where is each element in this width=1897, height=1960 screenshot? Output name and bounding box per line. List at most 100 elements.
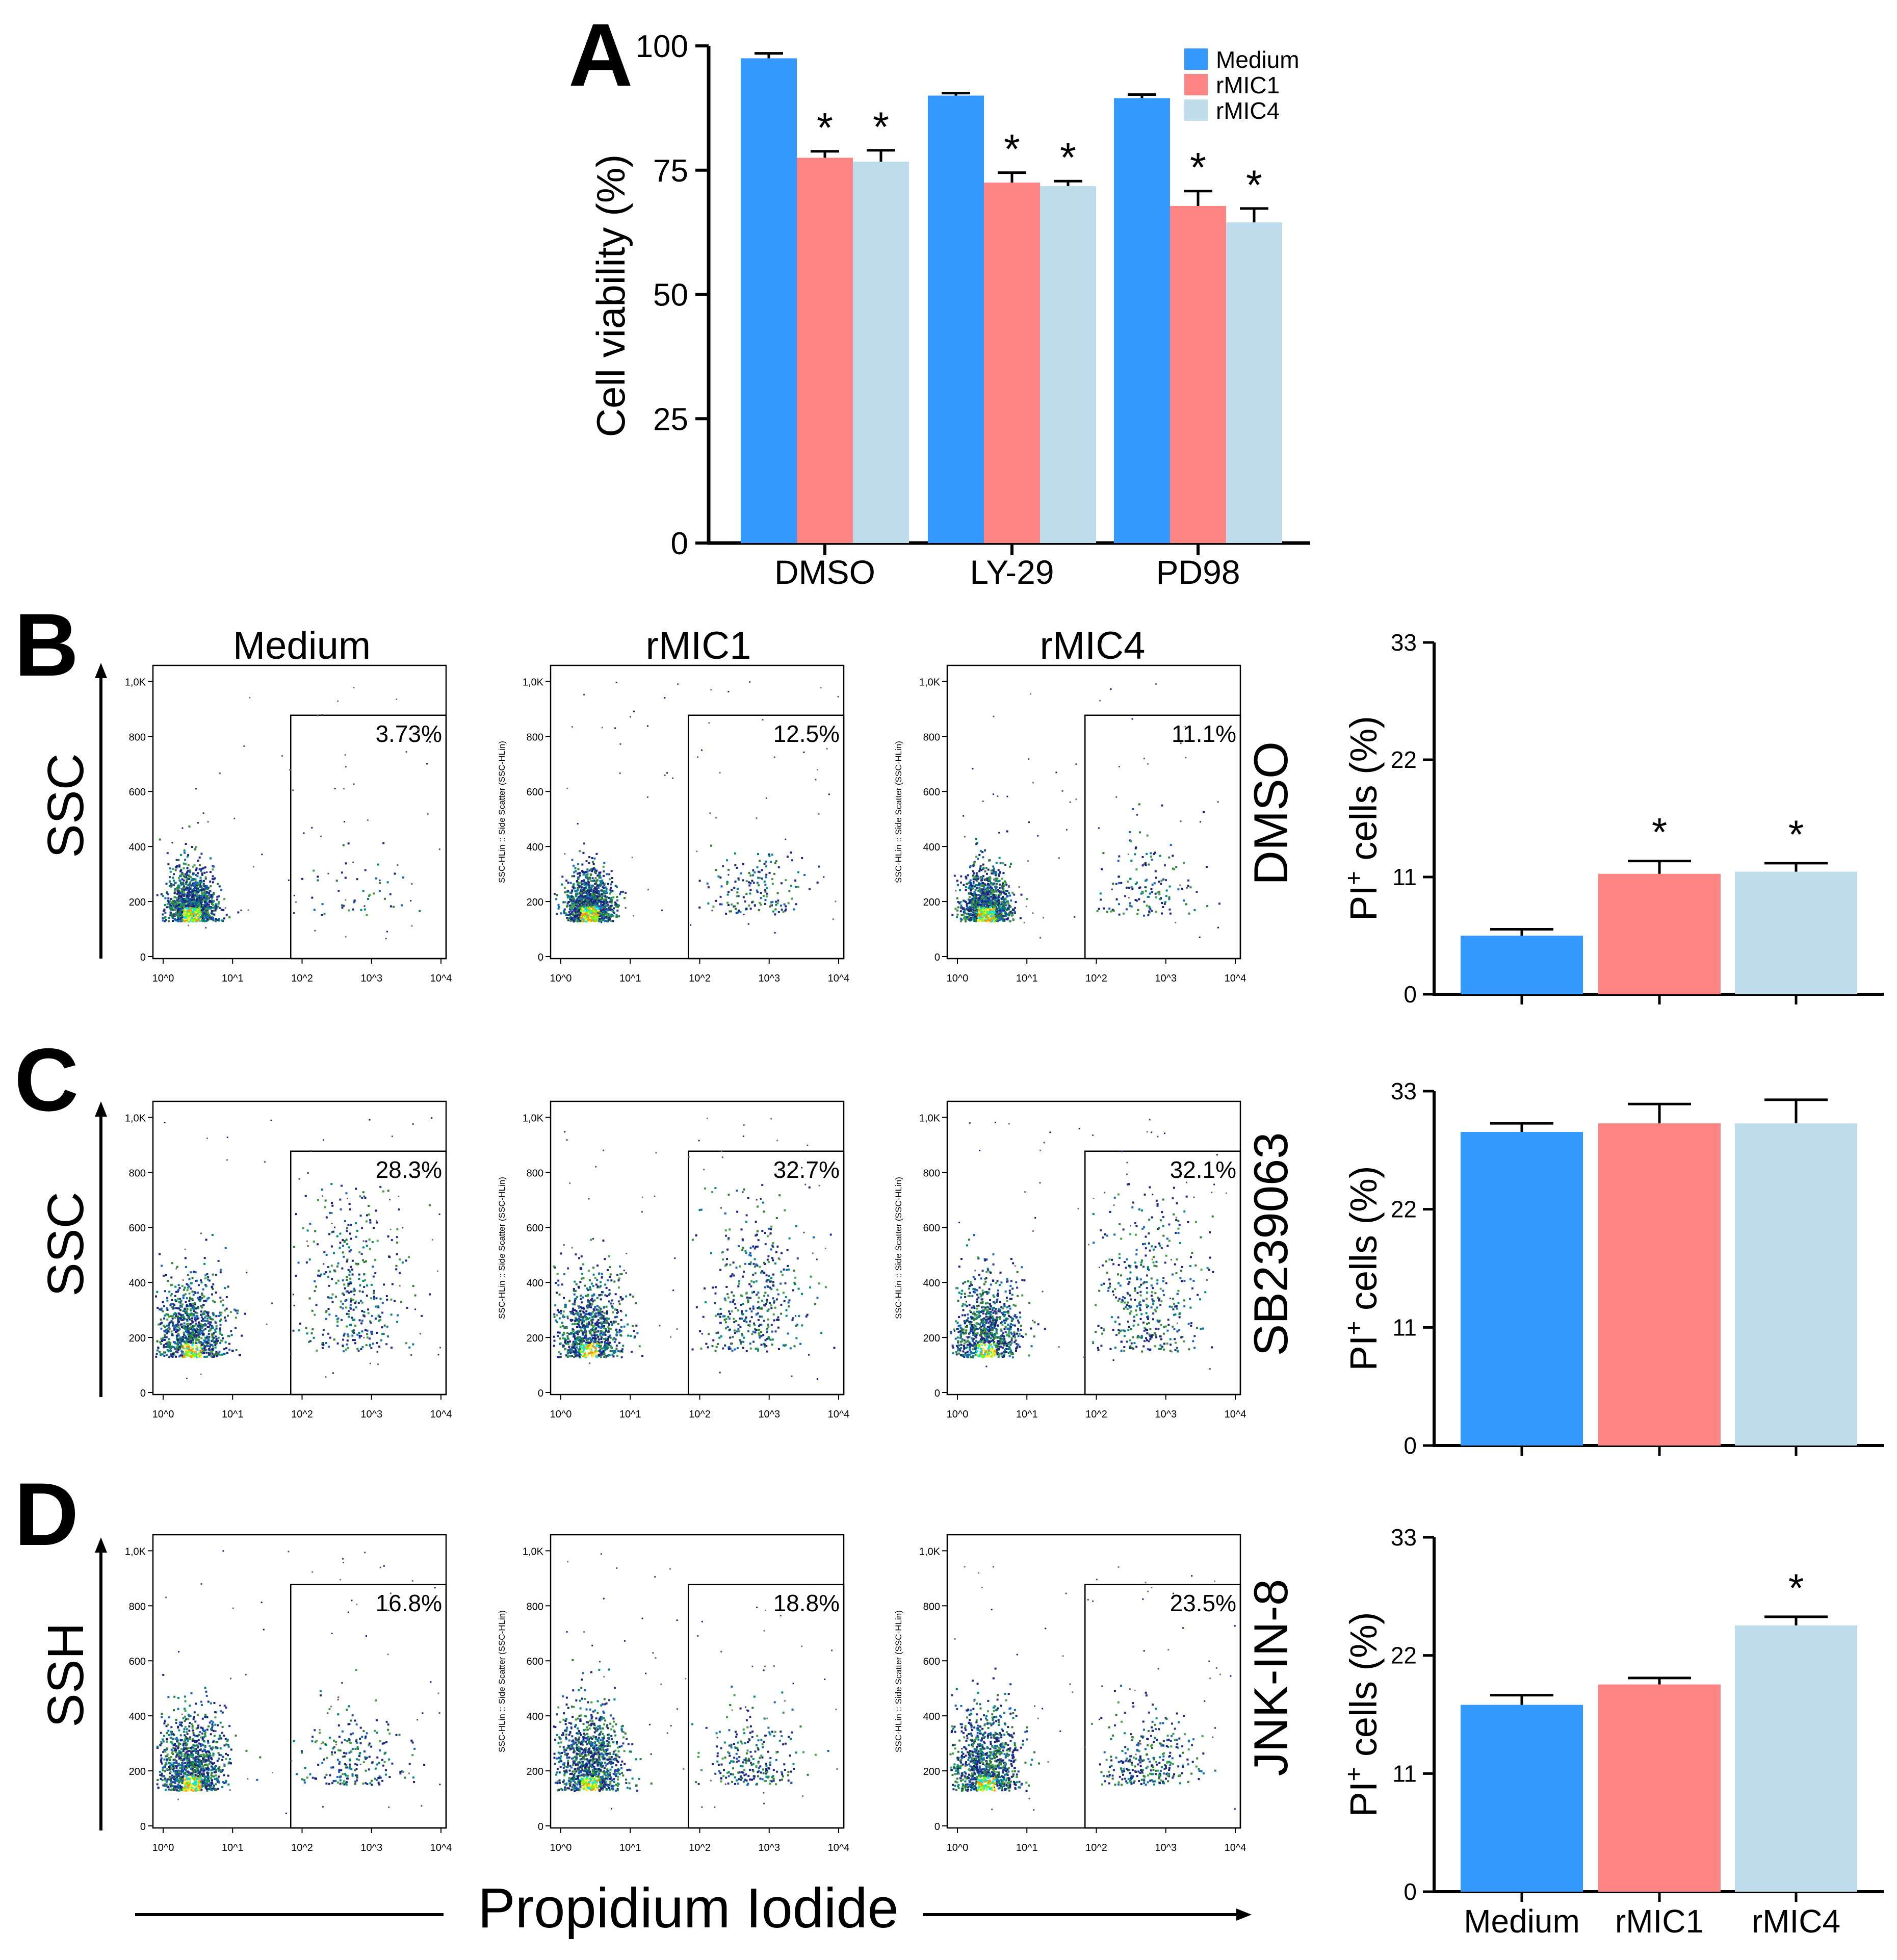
flow-dot [969,887,971,890]
flow-dot [999,883,1001,886]
flow-dot [1165,889,1168,892]
flow-dot [972,916,974,918]
flow-dot [1147,914,1150,917]
flow-dot [209,1346,211,1348]
flow-dot [992,865,995,868]
flow-dot [170,1353,173,1356]
flow-dot-sparse [601,727,603,729]
flow-dot [603,899,605,901]
flow-dot [190,1340,193,1343]
flow-dot [984,896,987,899]
flow-dot [972,874,974,877]
flow-dot [775,900,777,903]
flow-dot [1153,853,1155,855]
flow-dot [578,886,581,888]
flow-dot [190,1349,193,1351]
flow-dot [563,887,566,889]
flow-dot [1130,886,1133,888]
flow-dot [990,900,993,902]
flow-dot [596,899,599,901]
flow-dot [174,869,177,871]
flow-dot [616,904,619,906]
flow-dot [192,882,194,885]
flow-dot [591,892,593,895]
flow-dot [1005,918,1008,920]
flow-dot-sparse [247,909,249,911]
flow-dot [1002,891,1005,893]
flow-dot [211,1293,214,1296]
flow-dot [212,875,214,878]
flow-dot [611,910,614,912]
flow-x-tick-label: 10^1 [619,973,641,984]
flow-dot [188,878,190,881]
flow-dot [203,1349,206,1351]
flow-dot [197,918,200,920]
flow-dot [734,864,737,867]
flow-dot [982,914,985,916]
flow-dot [197,1333,199,1335]
flow-dot [205,1351,208,1354]
flow-dot [190,1309,192,1311]
flow-dot [969,913,972,915]
flow-dot [600,884,603,886]
flow-dot [592,908,594,910]
flow-dot [168,906,170,908]
flow-dot [394,872,396,875]
flow-dot [1012,918,1015,920]
flow-dot [184,1327,186,1330]
flow-dot [184,1286,186,1289]
flow-dot [162,1337,164,1339]
flow-dot [196,893,198,896]
flow-dot [202,1312,204,1315]
flow-y-tick-label: 0 [140,1388,146,1399]
flow-dot [956,909,959,912]
flow-dot [169,900,171,902]
flow-dot [171,1299,173,1301]
flow-dot [188,919,190,922]
flow-dot [197,894,199,897]
flow-dot [199,895,202,897]
flow-dot [179,882,182,885]
flow-dot [194,887,197,889]
flow-dot [180,869,183,872]
flow-dot [165,1313,168,1316]
flow-dot [172,884,175,886]
flow-dot [194,908,196,911]
flow-dot [988,915,990,918]
flow-dot [353,901,355,904]
flow-gate-percent: 3.73% [376,720,442,747]
flow-dot [181,882,184,884]
flow-x-tick-label: 10^0 [550,973,572,984]
flow-dot [972,875,975,878]
flow-dot [603,902,605,905]
flow-dot [195,911,197,913]
flow-dot [180,1305,183,1308]
flow-dot [175,1325,178,1328]
flow-dot-sparse [631,857,633,859]
flow-dot [170,1284,172,1286]
flow-dot [581,883,583,886]
flow-dot [191,1306,194,1309]
flow-dot [588,884,591,887]
flow-dot [166,1299,169,1302]
flow-dot [1161,804,1163,807]
flow-dot [985,890,988,893]
flow-dot [179,1354,182,1357]
flow-dot [168,1340,170,1343]
flow-dot [999,872,1001,874]
flow-dot [182,873,185,875]
flow-dot-sparse [619,743,621,745]
flow-dot [205,1356,207,1358]
flow-dot [1006,890,1009,893]
flow-dot [968,882,971,885]
flow-dot-sparse [646,725,648,727]
flow-dot [181,909,184,912]
flow-dot [220,1339,222,1342]
flow-dot [191,915,193,918]
flow-dot [186,879,188,882]
flow-dot [192,911,194,913]
flow-dot [998,904,1001,907]
flow-y-tick-label: 1,0K [125,1113,146,1124]
flow-dot [581,919,584,922]
flow-dot [173,914,175,917]
